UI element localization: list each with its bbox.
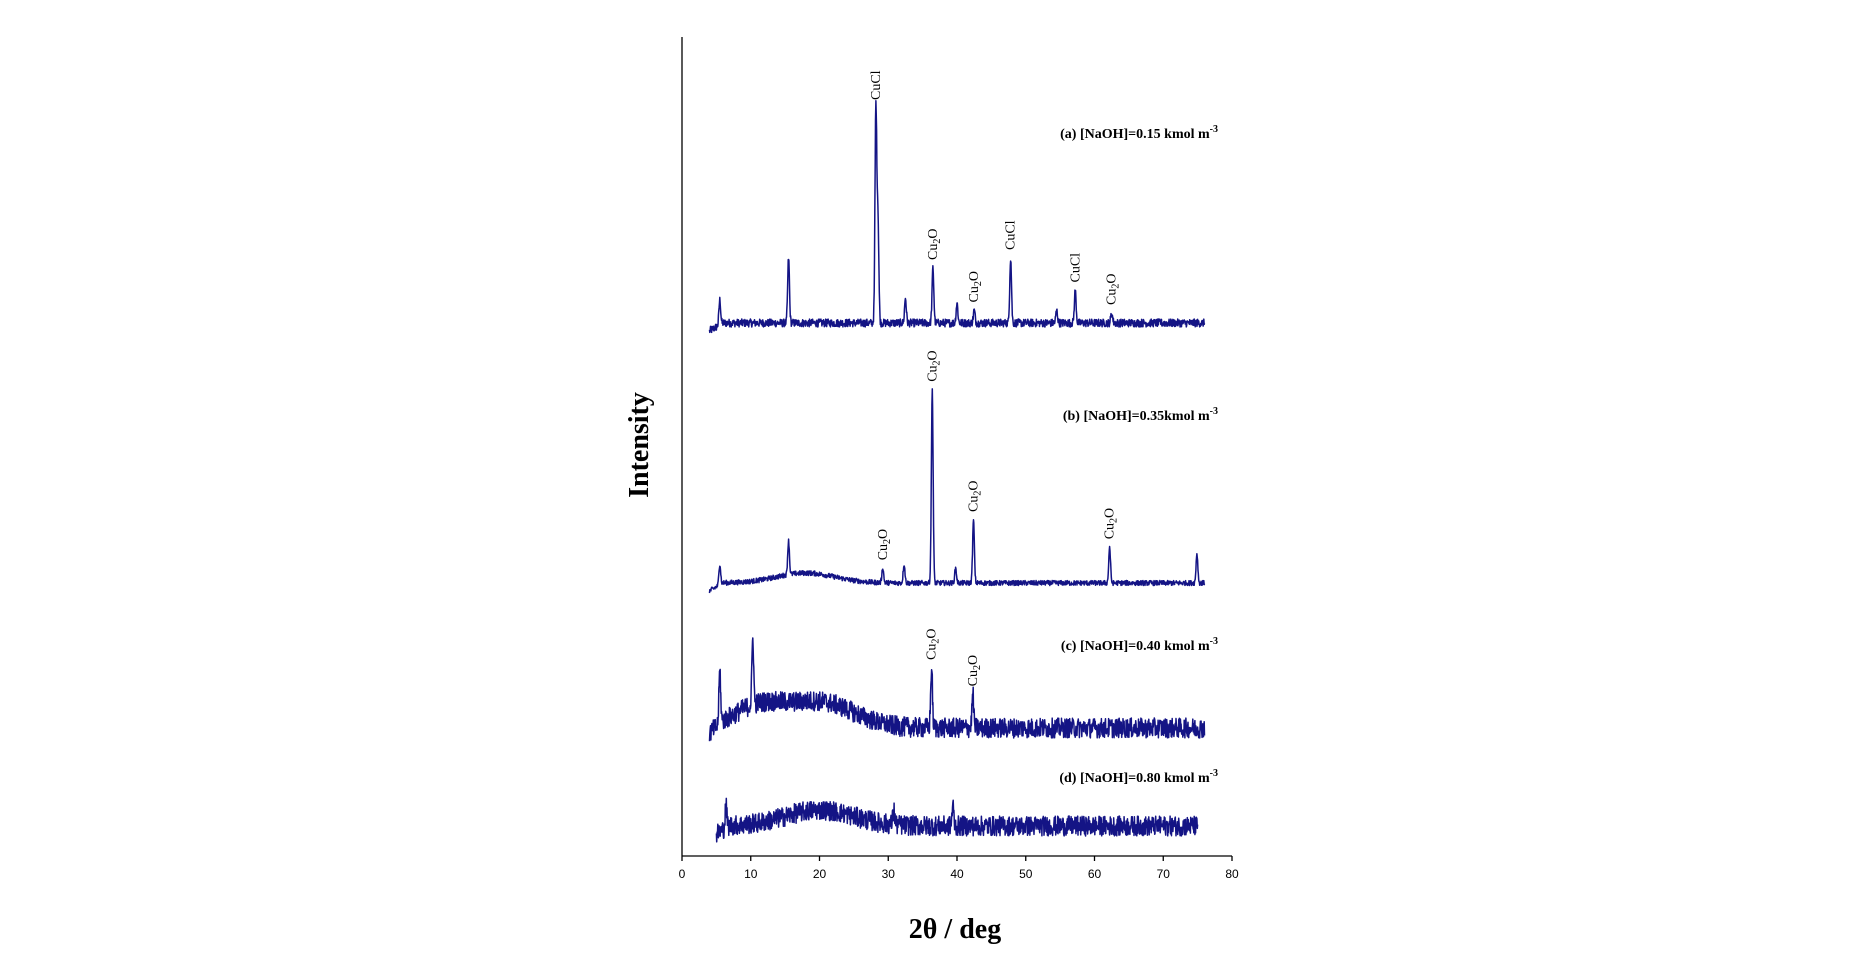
peak-annotation: CuCl	[869, 70, 884, 100]
traces	[708, 100, 1206, 843]
trace-series-b	[708, 388, 1206, 594]
x-tick-label: 80	[1225, 867, 1239, 881]
peak-annotation: Cu2O	[925, 350, 942, 381]
series-label-a: (a) [NaOH]=0.15 kmol m-3	[1060, 124, 1218, 142]
x-tick-label: 70	[1157, 867, 1171, 881]
x-tick-label: 30	[882, 867, 896, 881]
series-label-b: (b) [NaOH]=0.35kmol m-3	[1063, 406, 1218, 424]
series-label-d: (d) [NaOH]=0.80 kmol m-3	[1059, 768, 1218, 786]
y-axis-title: Intensity	[624, 392, 655, 498]
peak-annotation: Cu2O	[967, 271, 984, 302]
series-label-c: (c) [NaOH]=0.40 kmol m-3	[1061, 636, 1218, 654]
series-labels: (a) [NaOH]=0.15 kmol m-3 (b) [NaOH]=0.35k…	[1059, 124, 1218, 786]
x-tick-label: 10	[744, 867, 758, 881]
x-tick-label: 0	[679, 867, 686, 881]
x-tick-label: 60	[1088, 867, 1102, 881]
x-axis-title: 2θ / deg	[909, 914, 1001, 945]
peak-annotation: CuCl	[1068, 253, 1083, 283]
peak-annotation: Cu2O	[876, 529, 893, 560]
trace-series-c	[708, 637, 1206, 742]
x-axis-ticks: 0 10 20 30 40 50 60 70 80	[679, 856, 1239, 881]
peak-annotation: Cu2O	[966, 655, 983, 686]
peak-labels: CuCl Cu2O Cu2O CuCl CuCl Cu2O Cu2O Cu2O Cu2O Cu2O…	[869, 70, 1122, 686]
trace-series-d	[715, 797, 1199, 843]
x-tick-label: 40	[950, 867, 964, 881]
trace-series-a	[708, 100, 1206, 334]
peak-annotation: Cu2O	[1103, 508, 1120, 539]
x-tick-label: 50	[1019, 867, 1033, 881]
peak-annotation: Cu2O	[925, 629, 942, 660]
peak-annotation: CuCl	[1004, 220, 1019, 250]
peak-annotation: Cu2O	[967, 481, 984, 512]
peak-annotation: Cu2O	[1105, 274, 1122, 305]
x-tick-label: 20	[813, 867, 827, 881]
peak-annotation: Cu2O	[926, 229, 943, 260]
